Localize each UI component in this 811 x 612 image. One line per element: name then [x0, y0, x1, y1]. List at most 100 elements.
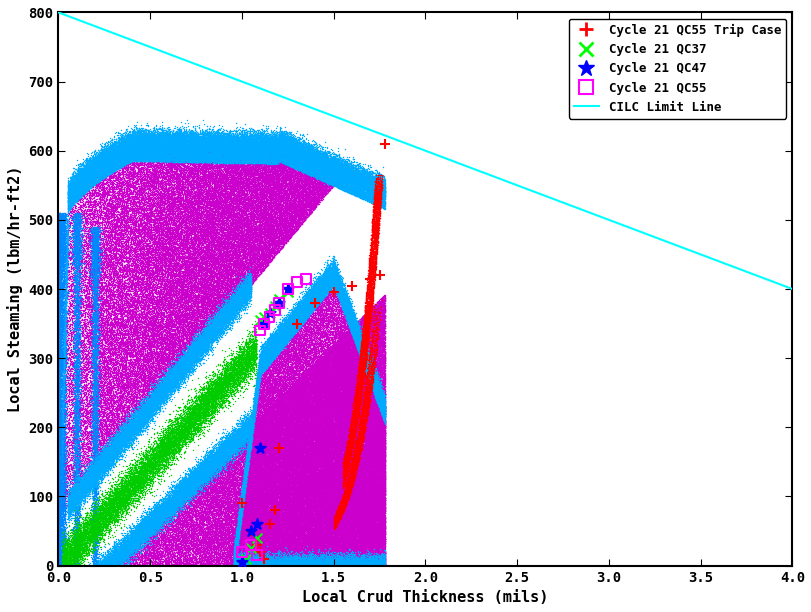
Point	[359, 359, 372, 369]
Point	[335, 499, 348, 509]
Point	[134, 408, 147, 418]
Point	[350, 373, 363, 382]
Point	[144, 520, 157, 530]
Point	[192, 182, 205, 192]
Point	[165, 365, 178, 375]
Point	[61, 231, 74, 241]
Point	[277, 381, 290, 390]
Point	[53, 283, 66, 293]
Point	[272, 381, 285, 391]
Point	[344, 491, 357, 501]
Point	[289, 520, 302, 529]
Point	[341, 475, 354, 485]
Point	[365, 368, 378, 378]
Point	[144, 156, 157, 166]
Point	[236, 197, 249, 207]
Point	[316, 149, 329, 159]
Point	[162, 319, 175, 329]
Point	[305, 459, 318, 469]
Point	[346, 188, 359, 198]
Point	[174, 147, 187, 157]
Point	[97, 528, 109, 538]
Point	[131, 474, 144, 484]
Point	[341, 518, 354, 528]
Point	[268, 354, 281, 364]
Point	[89, 256, 102, 266]
Point	[93, 466, 106, 476]
Point	[330, 368, 343, 378]
Point	[311, 457, 324, 467]
Point	[74, 211, 87, 221]
Point	[345, 507, 358, 517]
Point	[129, 471, 142, 480]
Point	[114, 354, 127, 364]
Point	[318, 347, 331, 357]
Point	[200, 316, 213, 326]
Point	[234, 527, 247, 537]
Point	[322, 180, 335, 190]
Point	[361, 181, 374, 190]
Point	[344, 466, 357, 476]
Point	[161, 345, 174, 354]
Point	[324, 270, 337, 280]
Point	[375, 466, 388, 476]
Point	[227, 430, 240, 440]
Point	[319, 530, 332, 540]
Point	[212, 502, 225, 512]
Point	[251, 536, 264, 546]
Point	[200, 149, 212, 159]
Point	[276, 335, 289, 345]
Point	[98, 458, 111, 468]
Point	[256, 436, 269, 446]
Point	[201, 140, 214, 150]
Point	[116, 312, 129, 321]
Point	[368, 357, 381, 367]
Point	[235, 493, 248, 502]
Point	[323, 458, 336, 468]
Point	[340, 185, 353, 195]
Point	[209, 226, 222, 236]
Point	[359, 342, 372, 352]
Point	[121, 146, 134, 155]
Point	[264, 453, 277, 463]
Point	[178, 371, 191, 381]
Point	[324, 357, 337, 367]
Point	[182, 159, 195, 168]
Point	[341, 432, 354, 442]
Point	[312, 340, 325, 350]
Point	[341, 460, 354, 470]
Point	[118, 154, 131, 163]
Point	[71, 174, 84, 184]
Point	[236, 490, 249, 500]
Point	[227, 447, 240, 457]
Point	[343, 558, 356, 568]
Point	[373, 367, 386, 377]
Point	[131, 416, 144, 426]
Point	[373, 354, 386, 364]
Point	[341, 526, 354, 536]
Point	[230, 277, 243, 286]
Point	[230, 422, 242, 431]
Point	[76, 306, 89, 316]
Point	[352, 379, 365, 389]
Point	[125, 316, 138, 326]
Point	[320, 530, 333, 540]
Point	[350, 357, 363, 367]
Point	[93, 223, 106, 233]
Point	[131, 144, 144, 154]
Point	[353, 496, 366, 506]
Point	[282, 392, 295, 402]
Point	[257, 460, 270, 469]
Point	[315, 308, 328, 318]
Point	[131, 528, 144, 537]
Point	[175, 130, 188, 140]
Point	[333, 509, 346, 519]
Point	[317, 191, 330, 201]
Point	[110, 335, 123, 345]
Point	[290, 544, 303, 554]
Point	[306, 349, 319, 359]
Point	[177, 215, 190, 225]
Point	[344, 559, 357, 569]
Point	[304, 288, 317, 298]
Point	[242, 287, 255, 297]
